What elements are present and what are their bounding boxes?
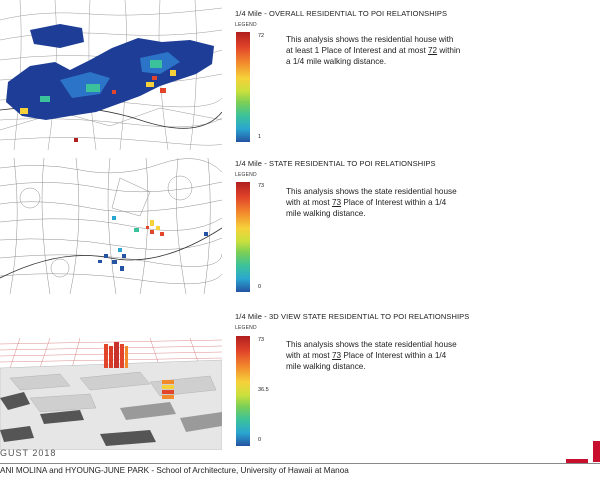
footer-credit: ANI MOLINA and HYOUNG-JUNE PARK - School… [0,466,349,475]
panel-2-description: This analysis shows the state residentia… [286,187,457,218]
map-state-residential [0,158,222,294]
panel-3-legend-bar [236,336,250,446]
panel-3-legend-label: LEGEND [235,325,257,331]
panel-1-legend-min: 1 [258,134,262,140]
footer-accent-bar [566,459,588,463]
footer-accent-block [593,441,600,462]
street-map-1 [0,0,222,150]
3d-view-map [0,338,222,450]
panel-1-description: This analysis shows the residential hous… [286,35,461,66]
panel-2-legend-bar [236,182,250,292]
panel-2-legend-label: LEGEND [235,172,257,178]
panel-3-legend-min: 0 [258,437,262,443]
panel-3-description: This analysis shows the state residentia… [286,340,457,371]
panel-1-legend-label: LEGEND [235,22,257,28]
map-3d-state-residential [0,338,222,450]
panel-2-legend-min: 0 [258,284,262,290]
footer-date: GUST 2018 [0,448,57,458]
panel-3-max-value: 73 [331,351,342,360]
street-map-2 [0,158,222,294]
panel-1-max-value: 72 [428,46,438,55]
footer-divider [0,463,600,464]
panel-1-title: 1/4 Mile - OVERALL RESIDENTIAL TO POI RE… [235,9,448,18]
panel-1-legend-max: 72 [258,33,265,39]
panel-1-legend-bar [236,32,250,142]
panel-3-title: 1/4 Mile - 3D VIEW STATE RESIDENTIAL TO … [235,312,470,321]
panel-2-max-value: 73 [331,198,342,207]
panel-2-title: 1/4 Mile - STATE RESIDENTIAL TO POI RELA… [235,159,436,168]
panel-2-legend-max: 73 [258,183,265,189]
panel-3-legend-max: 73 [258,337,265,343]
panel-3-legend-mid: 36.5 [258,387,269,393]
map-overall-residential [0,0,222,150]
